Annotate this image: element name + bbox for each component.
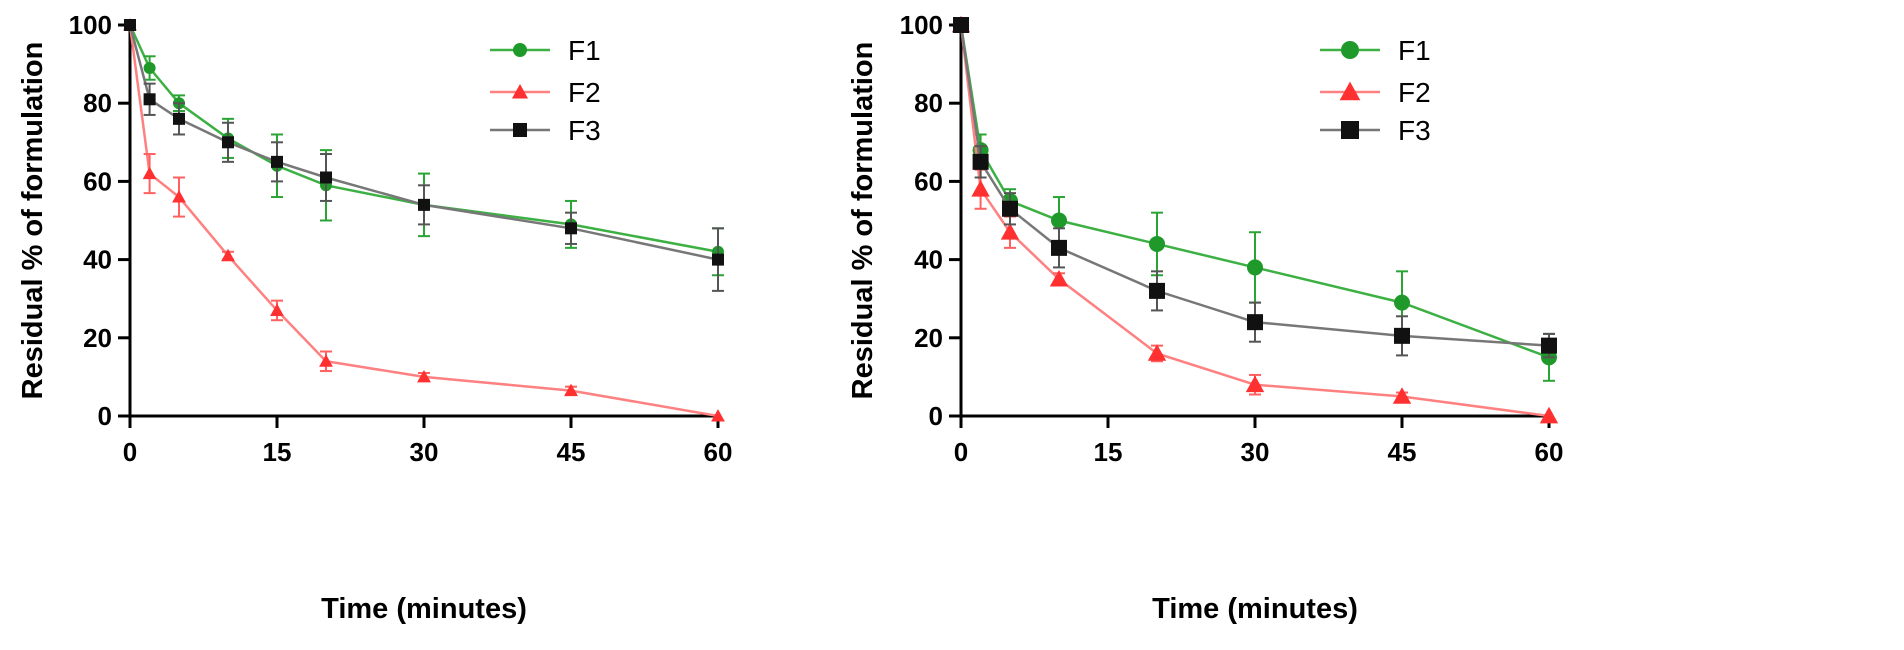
legend-marker-f2 xyxy=(511,83,529,99)
x-tick-label: 30 xyxy=(410,437,439,467)
legend-label-f2: F2 xyxy=(1398,77,1431,108)
legend: F1 F2 F3 xyxy=(1320,35,1431,146)
series-line-f2 xyxy=(959,24,1550,418)
data-point-f2 xyxy=(564,383,578,397)
data-point-f3 xyxy=(1051,239,1067,256)
legend-marker-f2 xyxy=(1339,81,1361,101)
data-point-f3 xyxy=(972,153,989,170)
legend-label-f3: F3 xyxy=(568,115,601,146)
x-tick-label: 15 xyxy=(1094,437,1123,467)
data-point-f1 xyxy=(143,62,156,75)
data-point-f2 xyxy=(1000,223,1020,240)
series-f1 xyxy=(124,19,724,277)
y-tick-label: 80 xyxy=(914,88,943,118)
data-point-f2 xyxy=(1245,375,1265,393)
legend-marker-f1 xyxy=(513,43,527,57)
data-point-f3 xyxy=(222,136,234,149)
data-point-f2 xyxy=(142,166,157,180)
legend-marker-f1 xyxy=(1341,41,1359,59)
series-f3 xyxy=(124,19,724,292)
series-f3 xyxy=(953,17,1557,359)
y-axis-title: Residual % of formulation xyxy=(17,42,49,400)
x-tick-label: 0 xyxy=(954,437,968,467)
legend-marker-f3 xyxy=(513,123,527,137)
data-point-f2 xyxy=(711,409,725,422)
data-point-f2 xyxy=(1392,387,1412,404)
legend-marker-f3 xyxy=(1341,121,1359,139)
data-point-f3 xyxy=(1541,337,1557,354)
data-point-f3 xyxy=(418,198,430,211)
y-tick-label: 40 xyxy=(83,245,112,275)
data-point-f2 xyxy=(1539,406,1559,424)
x-axis-title: Time (minutes) xyxy=(1152,593,1358,625)
data-point-f3 xyxy=(124,19,136,31)
left-chart: 0 20 40 60 80 100 0 15 30 45 60 Time (minutes) Resid… xyxy=(17,10,732,625)
data-point-f2 xyxy=(319,354,333,367)
data-point-f3 xyxy=(712,253,724,266)
series-f2 xyxy=(951,15,1559,424)
legend-label-f2: F2 xyxy=(568,77,601,108)
data-point-f3 xyxy=(565,222,577,235)
x-axis-title: Time (minutes) xyxy=(321,593,527,625)
x-tick-label: 15 xyxy=(263,437,292,467)
data-point-f2 xyxy=(172,190,186,203)
y-tick-label: 80 xyxy=(83,88,112,118)
y-tick-label: 0 xyxy=(98,401,112,431)
data-point-f3 xyxy=(1247,314,1263,331)
right-chart: 0 20 40 60 80 100 0 15 30 45 60 Time (minutes) Resid… xyxy=(847,10,1563,625)
x-tick-label: 0 xyxy=(123,437,137,467)
data-point-f2 xyxy=(221,248,235,262)
x-tick-label: 30 xyxy=(1241,437,1270,467)
data-point-f1 xyxy=(1247,259,1263,276)
y-tick-label: 60 xyxy=(914,166,943,196)
legend-label-f3: F3 xyxy=(1398,115,1431,146)
x-tick-label: 45 xyxy=(557,437,586,467)
y-tick-label: 20 xyxy=(914,323,943,353)
x-tick-label: 60 xyxy=(1535,437,1564,467)
data-point-f2 xyxy=(417,370,431,383)
y-tick-label: 20 xyxy=(83,323,112,353)
data-point-f3 xyxy=(1394,327,1410,344)
data-point-f2 xyxy=(1049,269,1069,287)
x-tick-label: 60 xyxy=(704,437,733,467)
x-tick-label: 45 xyxy=(1388,437,1417,467)
data-point-f3 xyxy=(320,171,332,184)
legend: F1 F2 F3 xyxy=(490,35,601,146)
y-tick-label: 100 xyxy=(69,10,112,40)
data-point-f1 xyxy=(1149,235,1165,252)
data-point-f3 xyxy=(953,17,969,33)
data-point-f2 xyxy=(270,303,284,316)
data-point-f1 xyxy=(1394,294,1410,311)
data-point-f2 xyxy=(971,180,990,197)
legend-label-f1: F1 xyxy=(568,35,601,66)
y-tick-label: 100 xyxy=(900,10,943,40)
data-point-f3 xyxy=(1149,282,1165,299)
series-f2 xyxy=(123,18,725,422)
y-tick-label: 0 xyxy=(929,401,943,431)
y-tick-label: 60 xyxy=(83,166,112,196)
data-point-f3 xyxy=(173,112,185,125)
y-axis-title: Residual % of formulation xyxy=(847,42,879,400)
data-point-f2 xyxy=(1147,344,1167,361)
data-point-f1 xyxy=(1051,212,1067,229)
legend-label-f1: F1 xyxy=(1398,35,1431,66)
data-point-f3 xyxy=(1002,200,1018,217)
y-tick-label: 40 xyxy=(914,245,943,275)
data-point-f3 xyxy=(271,155,283,168)
data-point-f3 xyxy=(143,93,156,106)
